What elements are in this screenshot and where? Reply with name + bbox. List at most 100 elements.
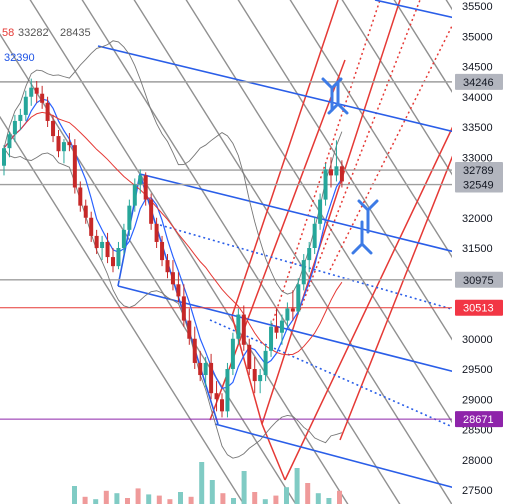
price-tag-bg-1 (455, 162, 503, 179)
candle-body-34 (187, 320, 192, 339)
direction-arrows (321, 77, 379, 255)
candle-body-41 (225, 369, 230, 412)
candle-body-52 (285, 308, 290, 321)
y-tick-label-0: 27500 (462, 485, 493, 497)
arrow-up-2 (351, 220, 373, 255)
volume-bar-2 (93, 499, 99, 504)
price-tag-4: 30513 (463, 303, 494, 315)
bollinger-bands (3, 40, 343, 459)
candle-body-39 (214, 393, 219, 400)
volume-bar-19 (273, 495, 279, 504)
blue-line-6 (209, 319, 452, 428)
y-tick-label-16: 35500 (462, 1, 493, 13)
candle-body-27 (149, 199, 154, 224)
candle-body-51 (279, 320, 284, 333)
candle-body-10 (56, 136, 61, 152)
volume-bar-22 (305, 483, 311, 504)
horizontal-levels (0, 81, 452, 420)
price-tag-3: 30975 (463, 275, 494, 287)
candle-body-50 (274, 326, 279, 333)
candle-body-59 (323, 169, 328, 200)
candle-body-17 (94, 235, 99, 248)
y-tick-label-11: 33000 (462, 152, 493, 164)
candle-body-60 (329, 169, 333, 176)
volume-bar-12 (199, 462, 205, 504)
volume-bar-10 (178, 492, 183, 504)
y-tick-label-9: 32000 (462, 213, 493, 225)
candle-body-45 (247, 344, 252, 369)
y-tick-label-12: 33500 (462, 122, 493, 134)
candle-body-56 (307, 248, 312, 261)
volume-bar-21 (294, 468, 300, 504)
blue-line-0 (97, 45, 452, 133)
y-tick-label-13: 34000 (462, 92, 493, 104)
candle-body-35 (192, 338, 197, 363)
candle-body-23 (127, 205, 132, 230)
volume-bar-4 (114, 493, 120, 504)
candle-body-25 (138, 175, 143, 185)
price-tags: 34246 32789 32549 30975 30513 28671 (455, 73, 503, 428)
arrow-down-2 (357, 199, 379, 234)
price-tag-bg-2 (455, 176, 503, 193)
arrow-up-2-head (351, 242, 373, 255)
legend-value-4: 32390 (4, 52, 35, 64)
volume-bar-1 (82, 496, 88, 504)
gray-line-6 (237, 0, 452, 341)
candle-body-11 (61, 142, 66, 152)
candle-body-21 (116, 248, 121, 267)
candle-body-31 (170, 272, 175, 285)
arrow-down-1 (321, 77, 343, 112)
gray-line-0 (0, 115, 245, 504)
legend-value-3: 28435 (60, 27, 91, 39)
volume-bar-25 (337, 490, 342, 504)
band-upper (3, 40, 343, 295)
gray-line-8 (341, 0, 452, 176)
ma-fast-line (3, 98, 343, 390)
red-line-7 (339, 155, 452, 441)
price-tag-bg-4 (455, 299, 503, 316)
volume-bar-23 (315, 493, 321, 504)
blue-line-4 (214, 423, 452, 489)
y-tick-label-2: 28500 (462, 425, 493, 437)
candle-body-46 (252, 369, 257, 382)
candle-body-48 (263, 350, 268, 376)
y-tick-label-14: 34500 (462, 62, 493, 74)
volume-bar-9 (167, 499, 173, 504)
volume-bar-7 (146, 494, 152, 504)
candle-body-5 (29, 87, 34, 97)
gray-line-5 (185, 0, 452, 424)
candlesticks (2, 78, 344, 418)
candle-body-12 (67, 142, 72, 146)
price-tag-bg-0 (455, 73, 503, 90)
price-tag-2: 32549 (463, 180, 494, 192)
volume-bar-6 (135, 488, 141, 504)
volume-bar-3 (103, 490, 109, 504)
candle-body-16 (89, 217, 94, 236)
candle-body-62 (339, 166, 344, 182)
candle-body-43 (236, 314, 241, 339)
price-tag-bg-5 (455, 411, 503, 428)
candle-body-22 (121, 229, 126, 248)
candle-body-29 (160, 241, 165, 261)
volume-bar-15 (231, 498, 236, 504)
candle-body-26 (143, 175, 148, 200)
candle-body-42 (230, 338, 235, 369)
candle-body-40 (220, 399, 224, 412)
volume-bar-24 (326, 498, 332, 504)
candle-body-57 (312, 223, 317, 248)
candle-body-14 (78, 187, 83, 206)
blue-line-2 (139, 173, 452, 253)
y-tick-label-3: 29000 (462, 394, 493, 406)
candle-body-28 (154, 223, 159, 242)
red-line-5 (329, 24, 452, 271)
candle-body-6 (34, 87, 39, 94)
gray-line-9 (393, 0, 452, 93)
blue-line-1 (374, 0, 452, 19)
price-tag-1: 32789 (463, 165, 494, 177)
gray-line-2 (29, 0, 349, 504)
candle-body-33 (181, 296, 186, 321)
volume-bar-17 (252, 492, 258, 504)
candle-body-7 (40, 93, 45, 103)
